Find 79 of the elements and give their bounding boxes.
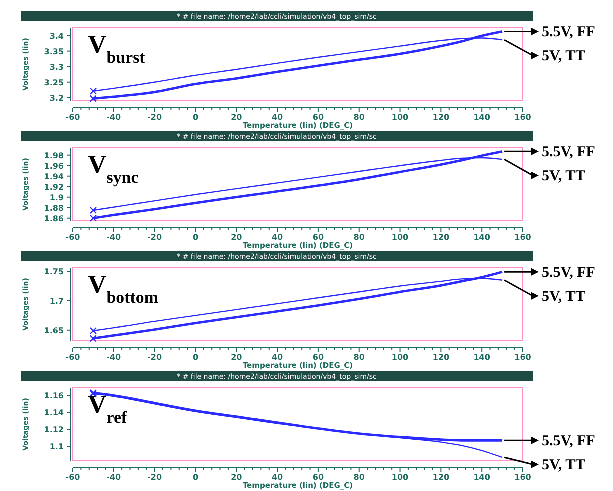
y-tick-label: 1.75 bbox=[44, 268, 64, 277]
x-tick-label: 120 bbox=[432, 353, 450, 362]
text: 5.5V, FF bbox=[542, 434, 596, 450]
x-tick-label: 140 bbox=[474, 473, 491, 482]
x-tick-label: 20 bbox=[231, 473, 243, 482]
y-tick-label: 1.12 bbox=[44, 426, 64, 435]
text: 5.5V, FF bbox=[542, 24, 596, 41]
x-tick-label: 140 bbox=[474, 113, 491, 122]
x-tick-label: 160 bbox=[514, 233, 532, 242]
x-tick-label: 40 bbox=[272, 233, 284, 242]
x-tick-label: 0 bbox=[192, 113, 199, 122]
x-tick-label: 100 bbox=[392, 113, 410, 122]
x-tick-label: -20 bbox=[148, 353, 162, 362]
x-tick-label: 40 bbox=[272, 353, 284, 362]
x-tick-label: 140 bbox=[474, 353, 491, 362]
x-tick-label: 0 bbox=[192, 473, 199, 482]
text: 5V, TT bbox=[542, 48, 586, 65]
x-tick-label: 20 bbox=[231, 113, 243, 122]
x-tick-label: 120 bbox=[432, 113, 450, 122]
y-tick-label: 3.3 bbox=[50, 62, 64, 72]
x-tick-label: 100 bbox=[392, 233, 410, 242]
y-tick-label: 3.35 bbox=[44, 47, 64, 56]
x-tick-label: 20 bbox=[231, 233, 243, 242]
x-tick-label: 120 bbox=[432, 233, 450, 242]
x-tick-label: 0 bbox=[192, 353, 199, 362]
y-tick-label: 1.86 bbox=[44, 214, 64, 224]
x-tick-label: 160 bbox=[514, 473, 532, 482]
x-tick-label: 20 bbox=[231, 353, 243, 362]
y-tick-label: 1.98 bbox=[44, 151, 64, 160]
x-tick-label: 60 bbox=[312, 113, 324, 122]
x-tick-label: -60 bbox=[66, 233, 81, 242]
y-tick-label: 3.2 bbox=[50, 94, 64, 103]
text: 5.5V, FF bbox=[542, 144, 596, 161]
chart-title: V$_{sync}$ bbox=[88, 150, 140, 186]
y-tick-label: 1.65 bbox=[44, 326, 64, 336]
x-tick-label: 160 bbox=[514, 113, 532, 122]
x-tick-label: 40 bbox=[272, 473, 284, 482]
y-tick-label: 1.94 bbox=[44, 172, 64, 182]
x-tick-label: -20 bbox=[148, 473, 162, 482]
x-tick-label: 60 bbox=[312, 473, 324, 482]
y-tick-label: 3.4 bbox=[50, 32, 64, 41]
x-tick-label: 40 bbox=[272, 113, 284, 122]
x-tick-label: -40 bbox=[106, 353, 122, 362]
y-tick-label: 1.96 bbox=[44, 162, 64, 171]
y-tick-label: 3.25 bbox=[44, 78, 64, 88]
x-tick-label: -60 bbox=[66, 473, 81, 482]
y-tick-label: 1.14 bbox=[44, 408, 64, 418]
text: 5V, TT bbox=[542, 168, 586, 185]
y-tick-label: 1.16 bbox=[44, 392, 64, 401]
x-tick-label: 80 bbox=[354, 233, 366, 242]
x-tick-label: 160 bbox=[514, 353, 532, 362]
x-tick-label: 120 bbox=[432, 473, 450, 482]
x-tick-label: -20 bbox=[148, 113, 162, 122]
chart-title: V$_{bottom}$ bbox=[88, 270, 158, 306]
y-tick-label: 1.9 bbox=[50, 193, 64, 202]
x-tick-label: 0 bbox=[192, 233, 199, 242]
y-tick-label: 1.1 bbox=[50, 442, 64, 452]
x-tick-label: 80 bbox=[354, 353, 366, 362]
x-tick-label: -40 bbox=[106, 473, 122, 482]
x-tick-label: 100 bbox=[392, 353, 410, 362]
x-tick-label: -20 bbox=[148, 233, 162, 242]
x-tick-label: 100 bbox=[392, 473, 410, 482]
text: 5.5V, FF bbox=[542, 265, 596, 282]
x-tick-label: -40 bbox=[106, 233, 122, 242]
y-tick-label: 1.7 bbox=[50, 296, 64, 306]
x-tick-label: -40 bbox=[106, 113, 122, 122]
y-tick-label: 1.88 bbox=[44, 204, 64, 213]
chart-title: V$_{burst}$ bbox=[88, 30, 146, 66]
x-tick-label: -60 bbox=[66, 113, 81, 122]
x-tick-label: -60 bbox=[66, 353, 81, 362]
y-tick-label: 1.92 bbox=[44, 182, 64, 192]
x-tick-label: 60 bbox=[312, 233, 324, 242]
x-tick-label: 60 bbox=[312, 353, 324, 362]
x-tick-label: 140 bbox=[474, 233, 491, 242]
text: 5V, TT bbox=[542, 458, 586, 474]
text: 5V, TT bbox=[542, 289, 586, 306]
chart-title: V$_{ref}$ bbox=[88, 390, 128, 426]
x-tick-label: 80 bbox=[354, 113, 366, 122]
x-tick-label: 80 bbox=[354, 473, 366, 482]
